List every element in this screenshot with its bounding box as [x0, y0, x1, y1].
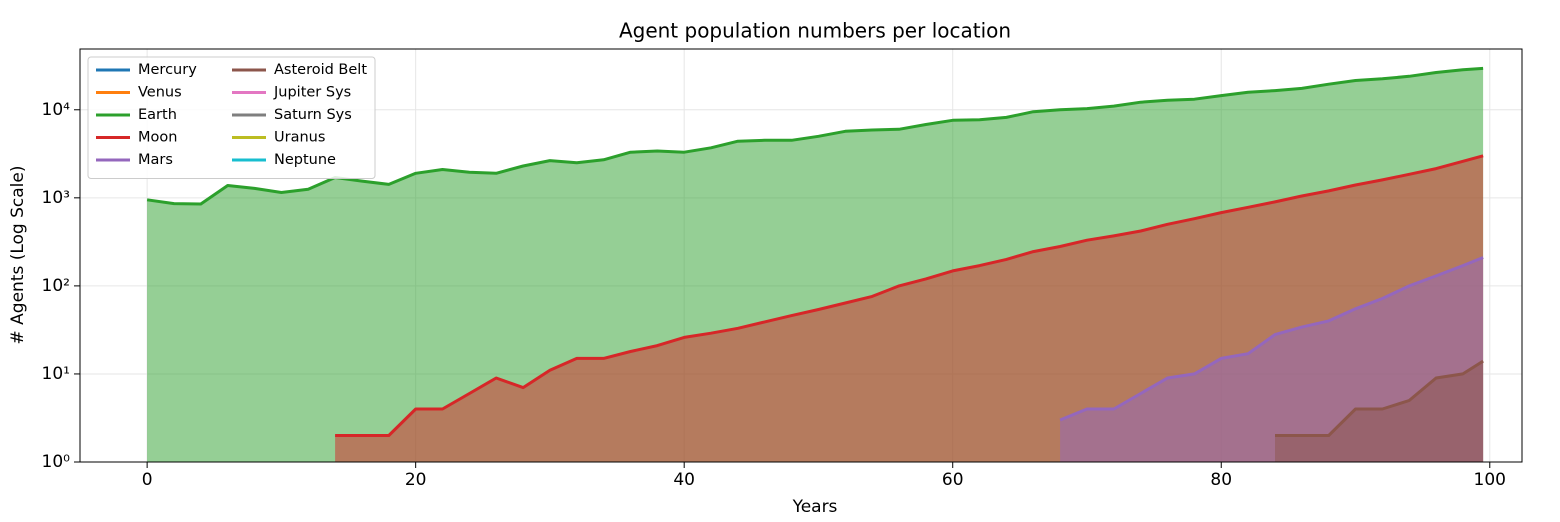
x-tick-label: 20 [405, 470, 427, 490]
y-tick-label: 10¹ [42, 364, 70, 384]
legend-label: Moon [138, 130, 177, 146]
legend-label: Mercury [138, 62, 197, 78]
x-tick-label: 80 [1210, 470, 1232, 490]
legend-label: Earth [138, 107, 177, 123]
legend-label: Neptune [274, 152, 336, 168]
line [1059, 256, 1484, 422]
areas [147, 68, 1484, 463]
line [1275, 359, 1484, 437]
y-tick-label: 10² [42, 276, 70, 296]
axes: 0 20 40 60 80 100 10⁰ 10¹ 10² 10³ 10⁴ [42, 48, 1523, 490]
x-tick-label: 0 [142, 470, 153, 490]
plot-frame [79, 48, 1523, 463]
x-axis-label: Years [792, 497, 838, 517]
y-tick-label: 10⁰ [42, 452, 71, 472]
y-tick-label: 10³ [42, 188, 70, 208]
legend-label: Mars [138, 152, 173, 168]
chart-title: Agent population numbers per location [619, 19, 1011, 43]
legend-label: Asteroid Belt [274, 62, 367, 78]
x-tick-label: 40 [673, 470, 695, 490]
legend-box [87, 56, 376, 179]
x-tick-label: 60 [942, 470, 964, 490]
legend-label: Saturn Sys [274, 107, 352, 123]
y-axis-label: # Agents (Log Scale) [8, 166, 28, 345]
legend-label: Jupiter Sys [273, 85, 351, 101]
lines [146, 66, 1484, 437]
x-tick-label: 100 [1474, 470, 1506, 490]
legend-label: Uranus [274, 130, 325, 146]
legend: Mercury Venus Earth Moon Mars Asteroid Belt Ju… [87, 56, 376, 179]
line [146, 66, 1484, 206]
line [335, 154, 1484, 437]
legend-label: Venus [138, 85, 182, 101]
y-tick-label: 10⁴ [42, 100, 71, 120]
